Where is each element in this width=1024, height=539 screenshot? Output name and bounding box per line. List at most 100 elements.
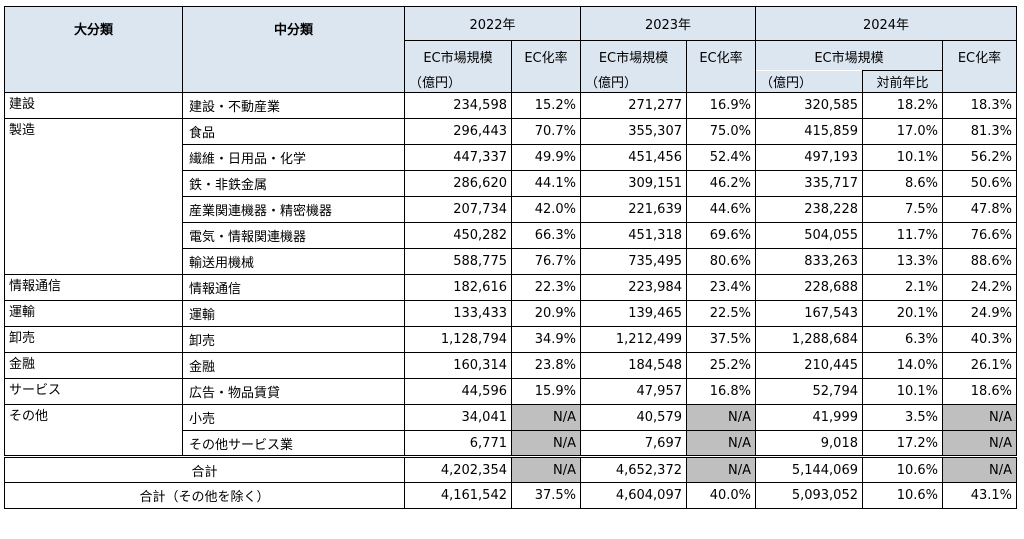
- major-category-cell: [4, 430, 183, 457]
- header-mid-category: 中分類: [182, 6, 405, 93]
- value-2023-cell: 184,548: [580, 352, 687, 379]
- value-2022-cell: 182,616: [404, 274, 512, 301]
- yoy-2024-cell: 10.1%: [862, 378, 943, 405]
- table-body: 建設 建設・不動産業 234,598 15.2% 271,277 16.9% 320,585…: [4, 92, 1017, 509]
- mid-category-cell: 運輸: [182, 300, 405, 327]
- major-category-cell: [4, 222, 183, 249]
- mid-category-cell: 鉄・非鉄金属: [182, 170, 405, 197]
- value-2023-cell: 47,957: [580, 378, 687, 405]
- header-2024-ec-size: EC市場規模: [755, 40, 943, 71]
- value-2024-cell: 41,999: [755, 404, 863, 431]
- value-2022-cell: 286,620: [404, 170, 512, 197]
- rate-2023-cell: 22.5%: [686, 300, 756, 327]
- rate-2023-cell: 16.8%: [686, 378, 756, 405]
- header-2023-ec-rate: EC化率: [686, 40, 756, 93]
- rate-2022-cell: 42.0%: [511, 196, 581, 223]
- rate-2024-cell: 24.9%: [942, 300, 1017, 327]
- total-excluding-other-value-2022-cell: 4,161,542: [404, 482, 512, 509]
- mid-category-cell: 産業関連機器・精密機器: [182, 196, 405, 223]
- value-2022-cell: 133,433: [404, 300, 512, 327]
- major-category-cell: [4, 196, 183, 223]
- yoy-2024-cell: 8.6%: [862, 170, 943, 197]
- rate-2022-cell: 22.3%: [511, 274, 581, 301]
- rate-2022-cell: 70.7%: [511, 118, 581, 145]
- major-category-cell: サービス: [4, 378, 183, 405]
- header-year-2023: 2023年: [580, 6, 756, 41]
- ec-market-table-container: 大分類 中分類 2022年 2023年 2024年 EC市場規模 EC化率 EC…: [4, 6, 1017, 509]
- rate-2022-cell: 34.9%: [511, 326, 581, 353]
- total-row: 合計 4,202,354 N/A 4,652,372 N/A 5,144,069 10.6%…: [4, 455, 1017, 483]
- yoy-2024-cell: 14.0%: [862, 352, 943, 379]
- major-category-cell: 金融: [4, 352, 183, 379]
- major-category-cell: その他: [4, 404, 183, 431]
- rate-2023-cell: 23.4%: [686, 274, 756, 301]
- rate-2022-cell: 44.1%: [511, 170, 581, 197]
- mid-category-cell: 小売: [182, 404, 405, 431]
- rate-2024-cell: N/A: [942, 404, 1017, 431]
- header-2024-ec-rate: EC化率: [942, 40, 1017, 93]
- value-2023-cell: 223,984: [580, 274, 687, 301]
- ec-market-table: 大分類 中分類 2022年 2023年 2024年 EC市場規模 EC化率 EC…: [4, 6, 1017, 509]
- rate-2024-cell: 40.3%: [942, 326, 1017, 353]
- mid-category-cell: その他サービス業: [182, 430, 405, 457]
- rate-2023-cell: 52.4%: [686, 144, 756, 171]
- header-2022-ec-rate: EC化率: [511, 40, 581, 93]
- total-yoy-2024-cell: 10.6%: [862, 455, 943, 483]
- yoy-2024-cell: 13.3%: [862, 248, 943, 275]
- table-row: サービス 広告・物品賃貸 44,596 15.9% 47,957 16.8% 52,794 1…: [4, 378, 1017, 405]
- header-2022-ec-size: EC市場規模: [404, 40, 512, 71]
- rate-2023-cell: 46.2%: [686, 170, 756, 197]
- rate-2024-cell: 18.3%: [942, 92, 1017, 119]
- value-2022-cell: 34,041: [404, 404, 512, 431]
- value-2024-cell: 497,193: [755, 144, 863, 171]
- header-2024-yoy: 対前年比: [862, 70, 943, 93]
- value-2022-cell: 160,314: [404, 352, 512, 379]
- total-excluding-other-yoy-2024-cell: 10.6%: [862, 482, 943, 509]
- total-excluding-other-value-2023-cell: 4,604,097: [580, 482, 687, 509]
- rate-2024-cell: 24.2%: [942, 274, 1017, 301]
- rate-2023-cell: N/A: [686, 404, 756, 431]
- mid-category-cell: 情報通信: [182, 274, 405, 301]
- yoy-2024-cell: 11.7%: [862, 222, 943, 249]
- rate-2023-cell: 44.6%: [686, 196, 756, 223]
- header-2023-unit: （億円）: [580, 70, 687, 93]
- value-2024-cell: 167,543: [755, 300, 863, 327]
- rate-2022-cell: 15.2%: [511, 92, 581, 119]
- value-2022-cell: 588,775: [404, 248, 512, 275]
- table-row: その他 小売 34,041 N/A 40,579 N/A 41,999 3.5% N/A: [4, 404, 1017, 431]
- yoy-2024-cell: 2.1%: [862, 274, 943, 301]
- major-category-cell: 運輸: [4, 300, 183, 327]
- rate-2024-cell: 26.1%: [942, 352, 1017, 379]
- major-category-cell: [4, 144, 183, 171]
- total-value-2023-cell: 4,652,372: [580, 455, 687, 483]
- value-2022-cell: 6,771: [404, 430, 512, 457]
- table-row: 運輸 運輸 133,433 20.9% 139,465 22.5% 167,543 20.1%…: [4, 300, 1017, 327]
- rate-2024-cell: 76.6%: [942, 222, 1017, 249]
- header-year-2024: 2024年: [755, 6, 1017, 41]
- total-rate-2022-cell: N/A: [511, 455, 581, 483]
- value-2023-cell: 735,495: [580, 248, 687, 275]
- total-excluding-other-rate-2024-cell: 43.1%: [942, 482, 1017, 509]
- value-2023-cell: 139,465: [580, 300, 687, 327]
- mid-category-cell: 輸送用機械: [182, 248, 405, 275]
- rate-2022-cell: N/A: [511, 430, 581, 457]
- value-2024-cell: 320,585: [755, 92, 863, 119]
- value-2024-cell: 1,288,684: [755, 326, 863, 353]
- yoy-2024-cell: 10.1%: [862, 144, 943, 171]
- total-excluding-other-value-2024-cell: 5,093,052: [755, 482, 863, 509]
- mid-category-cell: 広告・物品賃貸: [182, 378, 405, 405]
- rate-2022-cell: 49.9%: [511, 144, 581, 171]
- mid-category-cell: 繊維・日用品・化学: [182, 144, 405, 171]
- rate-2024-cell: 18.6%: [942, 378, 1017, 405]
- rate-2023-cell: 37.5%: [686, 326, 756, 353]
- major-category-cell: [4, 170, 183, 197]
- total-excluding-other-rate-2023-cell: 40.0%: [686, 482, 756, 509]
- total-value-2022-cell: 4,202,354: [404, 455, 512, 483]
- value-2023-cell: 271,277: [580, 92, 687, 119]
- table-row: 電気・情報関連機器 450,282 66.3% 451,318 69.6% 504,055…: [4, 222, 1017, 249]
- rate-2024-cell: 50.6%: [942, 170, 1017, 197]
- mid-category-cell: 金融: [182, 352, 405, 379]
- value-2024-cell: 210,445: [755, 352, 863, 379]
- table-row: 卸売 卸売 1,128,794 34.9% 1,212,499 37.5% 1,288,68…: [4, 326, 1017, 353]
- table-row: その他サービス業 6,771 N/A 7,697 N/A 9,018 17.2% N/A: [4, 430, 1017, 457]
